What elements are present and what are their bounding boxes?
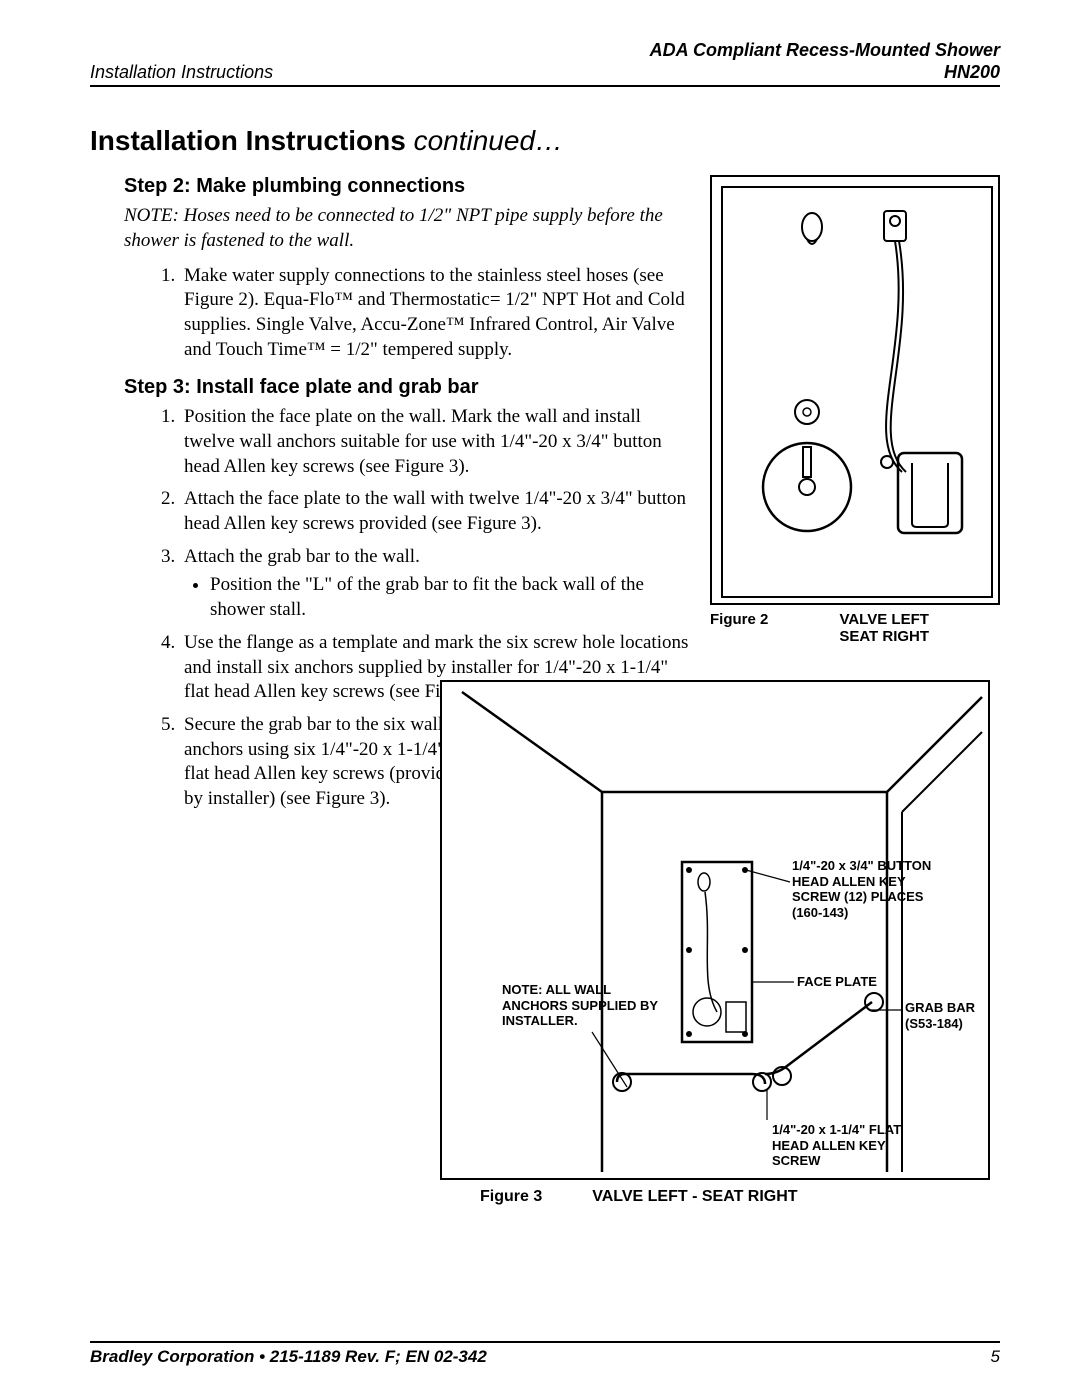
step3-item-2: Attach the face plate to the wall with t… bbox=[180, 487, 690, 536]
figure2-caption-line1: VALVE LEFT bbox=[768, 611, 1000, 628]
figure3-caption-text: VALVE LEFT - SEAT RIGHT bbox=[592, 1188, 797, 1206]
figure3-callout-screw12: 1/4"-20 x 3/4" BUTTON HEAD ALLEN KEY SCR… bbox=[792, 858, 952, 920]
page-header: Installation Instructions ADA Compliant … bbox=[90, 40, 1000, 87]
figure2-caption: Figure 2 VALVE LEFT SEAT RIGHT bbox=[710, 611, 1000, 645]
step2-note: NOTE: Hoses need to be connected to 1/2"… bbox=[124, 204, 690, 253]
step3-item-3: Attach the grab bar to the wall. Positio… bbox=[180, 545, 690, 623]
figure2-label: Figure 2 bbox=[710, 611, 768, 628]
step3-item-1: Position the face plate on the wall. Mar… bbox=[180, 405, 690, 479]
footer-left: Bradley Corporation • 215-1189 Rev. F; E… bbox=[90, 1347, 487, 1367]
step2-list: Make water supply connections to the sta… bbox=[180, 264, 690, 363]
footer-page: 5 bbox=[991, 1347, 1000, 1367]
figure3-callout-anchors: NOTE: ALL WALL ANCHORS SUPPLIED BY INSTA… bbox=[502, 982, 662, 1029]
figure2-svg bbox=[712, 177, 1002, 607]
step3-heading: Step 3: Install face plate and grab bar bbox=[124, 376, 690, 399]
step2-item-1: Make water supply connections to the sta… bbox=[180, 264, 690, 363]
header-product: ADA Compliant Recess-Mounted Shower bbox=[650, 40, 1000, 62]
figure3-svg bbox=[442, 682, 990, 1180]
title-continued: continued… bbox=[406, 125, 563, 156]
step3-item-5-text: Secure the grab bar to the six wall anch… bbox=[184, 713, 464, 812]
figure3-callout-faceplate: FACE PLATE bbox=[797, 974, 877, 990]
title-main: Installation Instructions bbox=[90, 125, 406, 156]
figure2-caption-text: VALVE LEFT SEAT RIGHT bbox=[768, 611, 1000, 645]
figure3-wrap: 1/4"-20 x 3/4" BUTTON HEAD ALLEN KEY SCR… bbox=[440, 680, 990, 1206]
footer-left-text: Bradley Corporation • 215-1189 Rev. F; E… bbox=[90, 1347, 487, 1366]
header-right: ADA Compliant Recess-Mounted Shower HN20… bbox=[650, 40, 1000, 83]
step2-block: Step 2: Make plumbing connections NOTE: … bbox=[90, 175, 690, 362]
step2-heading: Step 2: Make plumbing connections bbox=[124, 175, 690, 198]
figure3-caption: Figure 3 VALVE LEFT - SEAT RIGHT bbox=[440, 1188, 990, 1206]
figure2-caption-line2: SEAT RIGHT bbox=[768, 628, 1000, 645]
page-title: Installation Instructions continued… bbox=[90, 125, 1000, 157]
header-model: HN200 bbox=[650, 62, 1000, 84]
figure2-box bbox=[710, 175, 1000, 605]
figure3-callout-grabbar: GRAB BAR (S53-184) bbox=[905, 1000, 985, 1031]
header-left: Installation Instructions bbox=[90, 62, 273, 83]
step3-item-3-bullet-1: Position the "L" of the grab bar to fit … bbox=[210, 573, 690, 622]
step3-item-3-text: Attach the grab bar to the wall. bbox=[184, 546, 420, 567]
page-footer: Bradley Corporation • 215-1189 Rev. F; E… bbox=[90, 1341, 1000, 1367]
figure3-callout-flatscrew: 1/4"-20 x 1-1/4" FLAT HEAD ALLEN KEY SCR… bbox=[772, 1122, 922, 1169]
figure3-label: Figure 3 bbox=[480, 1188, 542, 1206]
step3-item-3-bullets: Position the "L" of the grab bar to fit … bbox=[210, 573, 690, 622]
figure3-box: 1/4"-20 x 3/4" BUTTON HEAD ALLEN KEY SCR… bbox=[440, 680, 990, 1180]
